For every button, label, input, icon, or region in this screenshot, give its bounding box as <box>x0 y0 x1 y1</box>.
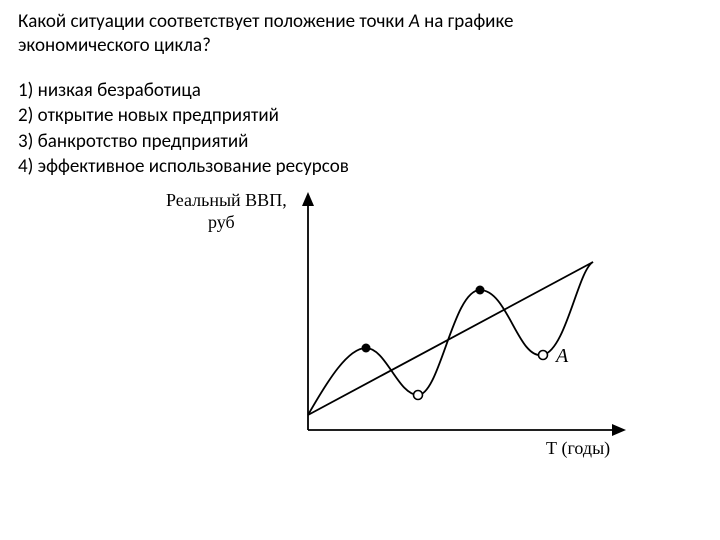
y-axis-label-1: Реальный ВВП, <box>166 190 287 211</box>
trough-point-A <box>539 351 548 360</box>
option-4: 4) эффективное использование ресурсов <box>18 154 702 180</box>
option-2: 2) открытие новых предприятий <box>18 103 702 129</box>
x-axis-label: Т (годы) <box>546 438 610 459</box>
point-A-label: А <box>556 345 568 368</box>
option-3: 3) банкротство предприятий <box>18 129 702 155</box>
peak-point-2 <box>476 286 485 295</box>
question-part1-end: на графике <box>420 10 514 33</box>
question-text: Какой ситуации соответствует положение т… <box>18 10 702 58</box>
economic-cycle-chart: Реальный ВВП, руб Т (годы) А <box>148 190 648 470</box>
options-list: 1) низкая безработица 2) открытие новых … <box>18 78 702 181</box>
question-part1: Какой ситуации соответствует положение т… <box>18 10 409 33</box>
peak-point-1 <box>362 344 371 353</box>
x-axis-arrow-icon <box>612 424 626 436</box>
trough-point-1 <box>414 391 423 400</box>
y-axis-label-2: руб <box>208 212 235 233</box>
trend-line <box>308 262 593 415</box>
question-point: А <box>409 10 420 33</box>
option-1: 1) низкая безработица <box>18 78 702 104</box>
question-part2: экономического цикла? <box>18 34 211 57</box>
y-axis-arrow-icon <box>302 192 314 206</box>
